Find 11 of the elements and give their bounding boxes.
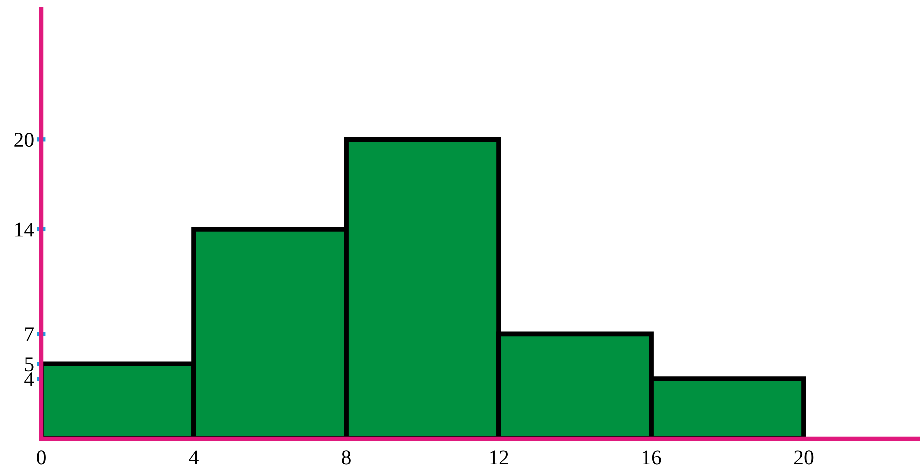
y-tick-label: 4 xyxy=(24,372,34,386)
x-tick-label: 20 xyxy=(794,450,814,465)
y-tick-label: 7 xyxy=(26,328,34,342)
y-tick-label: 5 xyxy=(25,358,34,372)
x-tick-label: 0 xyxy=(37,450,46,465)
y-tick-label: 14 xyxy=(16,222,34,237)
y-tick-label: 20 xyxy=(14,133,34,148)
x-tick-label: 16 xyxy=(642,450,662,465)
x-tick-label: 12 xyxy=(490,450,508,465)
x-tick-label: 4 xyxy=(189,450,199,465)
x-tick-label: 8 xyxy=(342,450,351,465)
